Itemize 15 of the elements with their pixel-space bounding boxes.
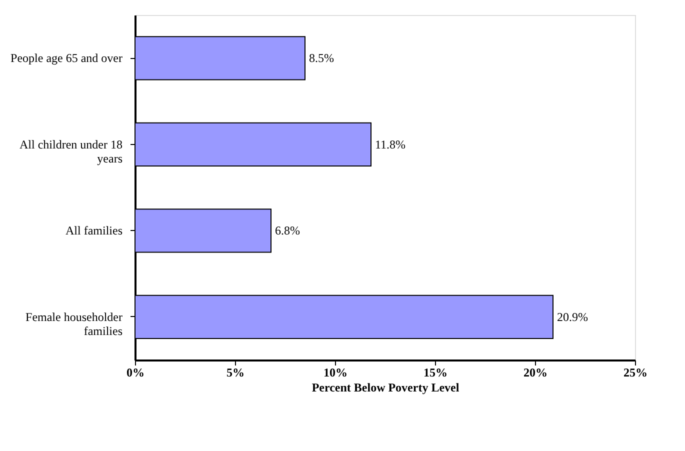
x-tick-label: 0% xyxy=(126,366,144,380)
y-tick-label: Female householder families xyxy=(26,310,123,338)
x-tick-label: 5% xyxy=(226,366,244,380)
data-label: 20.9% xyxy=(557,310,588,324)
data-label: 8.5% xyxy=(309,51,334,66)
x-tick-label: 10% xyxy=(324,366,348,380)
x-tick-label: 25% xyxy=(624,366,648,380)
y-tick-label: All families xyxy=(66,224,123,238)
x-tick-label: 20% xyxy=(524,366,548,380)
y-tick-label: All children under 18 years xyxy=(20,137,123,166)
x-axis-title: Percent Below Poverty Level xyxy=(312,380,460,394)
x-tick-label: 15% xyxy=(424,366,448,380)
data-label: 6.8% xyxy=(275,224,300,238)
y-tick-label: People age 65 and over xyxy=(10,51,122,66)
data-label: 11.8% xyxy=(375,137,406,152)
